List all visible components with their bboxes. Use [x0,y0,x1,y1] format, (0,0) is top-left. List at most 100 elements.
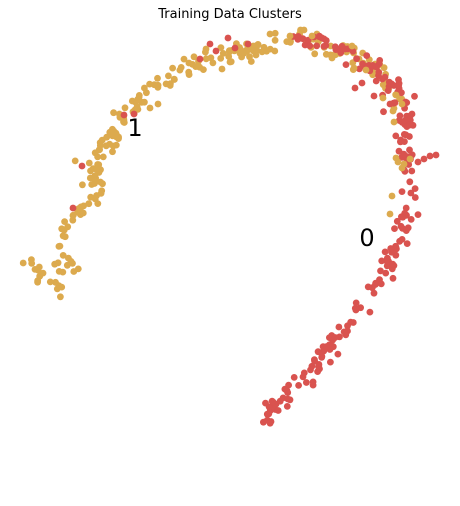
cluster-labels-layer: 01 [127,114,374,252]
data-point-class-1 [246,45,254,53]
data-point-class-0 [370,92,378,100]
data-point-class-1 [271,47,279,55]
data-point-class-0 [380,108,387,116]
data-point-class-1 [227,58,235,66]
data-point-class-1 [390,118,398,126]
data-point-class-1 [398,100,406,108]
data-point-class-1 [99,153,107,161]
data-point-class-1 [19,259,27,267]
data-point-class-0 [352,306,360,314]
data-point-class-0 [294,35,302,43]
data-point-class-0 [414,211,422,219]
data-point-class-1 [286,32,294,40]
data-point-class-0 [313,42,321,50]
data-point-class-1 [154,84,162,91]
data-point-class-1 [388,192,396,200]
data-point-class-1 [55,268,63,275]
data-point-class-0 [78,162,86,170]
data-point-class-0 [363,52,371,59]
data-point-class-1 [110,109,117,117]
data-point-class-1 [58,225,66,233]
cluster-label-1: 1 [127,114,142,142]
data-point-class-0 [320,43,328,50]
data-point-class-0 [212,47,220,55]
data-point-class-0 [316,32,323,40]
data-point-class-1 [322,50,330,58]
data-point-class-0 [406,121,414,129]
data-point-class-1 [34,277,42,285]
data-point-class-0 [395,76,402,84]
data-point-class-0 [349,48,357,55]
data-point-class-0 [276,397,284,405]
data-point-class-1 [154,100,162,108]
data-point-class-1 [379,94,387,102]
data-point-class-1 [258,48,266,56]
data-point-class-1 [192,63,200,70]
data-point-class-0 [266,419,274,427]
data-point-class-1 [169,64,177,72]
data-point-class-0 [420,155,428,163]
data-point-class-1 [102,142,110,150]
data-point-class-1 [348,42,356,50]
data-point-class-0 [323,343,330,351]
data-point-class-1 [166,82,174,89]
data-point-class-1 [398,164,406,172]
data-point-class-1 [87,167,94,175]
data-point-class-0 [262,399,269,407]
data-point-class-1 [392,154,400,162]
data-point-class-1 [362,66,370,74]
data-point-class-0 [331,334,339,341]
data-point-class-0 [395,81,403,89]
data-point-class-1 [46,278,54,286]
data-point-class-0 [398,236,406,243]
data-point-class-0 [408,167,416,175]
data-point-class-1 [226,48,233,56]
data-point-class-0 [334,350,342,358]
data-point-class-1 [79,181,86,189]
data-point-class-1 [392,91,400,99]
data-point-class-0 [130,110,138,118]
data-point-class-0 [369,62,377,69]
data-point-class-0 [408,110,416,118]
data-point-class-1 [85,159,93,167]
data-point-class-1 [57,293,64,301]
data-point-class-1 [271,29,279,37]
data-point-class-1 [93,166,101,174]
data-point-class-1 [180,55,188,63]
data-point-class-1 [271,36,279,44]
data-point-class-0 [358,79,366,87]
data-point-class-1 [202,55,210,63]
points-layer [19,26,440,427]
data-point-class-1 [165,72,172,80]
data-point-class-1 [219,50,227,57]
data-point-class-0 [342,61,350,68]
data-point-class-0 [364,283,372,291]
data-point-class-1 [65,254,72,262]
data-point-class-1 [61,218,68,226]
data-point-class-0 [340,328,348,336]
data-point-class-0 [69,204,77,212]
data-point-class-1 [96,142,104,149]
data-point-class-1 [350,64,358,72]
data-point-class-1 [170,75,178,83]
data-point-class-1 [176,66,184,74]
data-point-class-0 [401,138,408,146]
data-point-class-1 [59,252,67,259]
data-point-class-0 [411,92,418,100]
data-point-class-0 [386,100,394,108]
data-point-class-0 [432,151,440,159]
data-point-class-0 [398,213,405,221]
data-point-class-0 [377,280,385,288]
data-point-class-1 [135,92,143,99]
data-point-class-0 [375,68,383,76]
data-point-class-0 [284,395,292,403]
data-point-class-1 [300,26,308,34]
data-point-class-0 [407,216,415,223]
data-point-class-0 [303,379,310,386]
data-point-class-1 [218,65,226,73]
data-point-class-1 [74,265,82,273]
data-point-class-0 [307,366,314,374]
data-point-class-1 [28,256,35,264]
cluster-label-0: 0 [359,224,374,252]
